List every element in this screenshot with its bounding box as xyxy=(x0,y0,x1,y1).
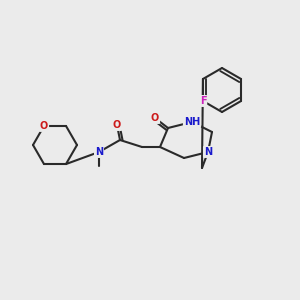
Text: O: O xyxy=(151,113,159,123)
Text: N: N xyxy=(204,147,212,157)
Text: F: F xyxy=(200,96,206,106)
Text: NH: NH xyxy=(184,117,200,127)
Text: N: N xyxy=(95,147,103,157)
Text: O: O xyxy=(40,121,48,131)
Text: O: O xyxy=(113,120,121,130)
